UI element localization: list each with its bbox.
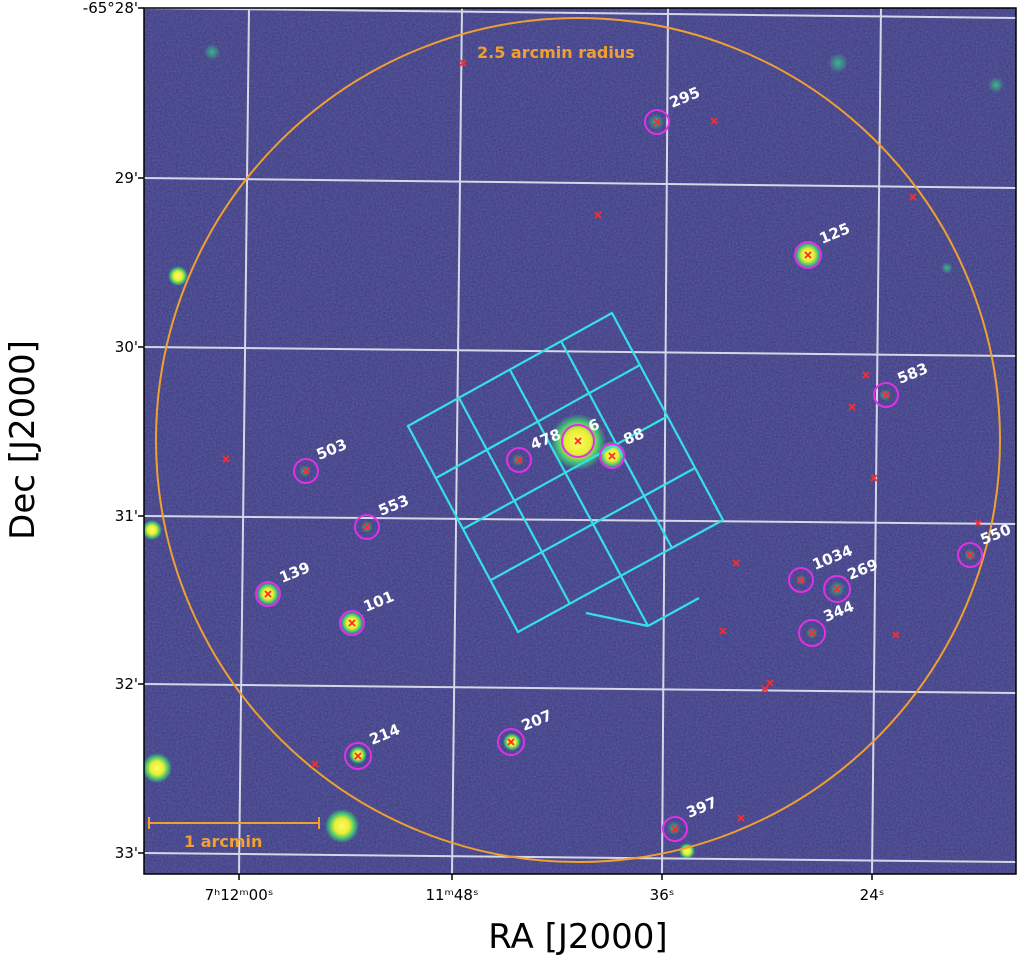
dec-tick-label: 32': [115, 675, 138, 693]
ra-tick-label: 7ʰ12ᵐ00ˢ: [205, 886, 274, 904]
plot-frame: [143, 7, 1017, 875]
ra-tick-labels: 7ʰ12ᵐ00ˢ 11ᵐ48ˢ 36ˢ 24ˢ: [205, 886, 885, 904]
unlabeled-crosses: [222, 59, 982, 822]
aperture-label: 2.5 arcmin radius: [477, 43, 635, 62]
aperture-circle: [155, 17, 1001, 863]
source-marker-553: 553: [354, 491, 412, 540]
ifu-footprint-grid: [406, 311, 725, 634]
coordinate-grid: [144, 8, 1016, 874]
scale-bar: [148, 817, 320, 829]
tick-marks: [138, 7, 873, 880]
dec-tick-label: -65°28': [83, 0, 138, 17]
y-axis-label: Dec [J2000]: [3, 340, 43, 540]
x-axis-label: RA [J2000]: [488, 917, 667, 957]
dec-tick-label: 29': [115, 169, 138, 187]
dec-tick-label: 31': [115, 507, 138, 525]
ra-tick-label: 24ˢ: [860, 886, 885, 904]
ra-tick-label: 11ᵐ48ˢ: [425, 886, 478, 904]
dec-tick-label: 33': [115, 844, 138, 862]
dec-tick-labels: -65°28' 29' 30' 31' 32' 33': [83, 0, 138, 862]
ra-tick-label: 36ˢ: [650, 886, 675, 904]
scale-bar-label: 1 arcmin: [184, 832, 262, 851]
dec-tick-label: 30': [115, 338, 138, 356]
